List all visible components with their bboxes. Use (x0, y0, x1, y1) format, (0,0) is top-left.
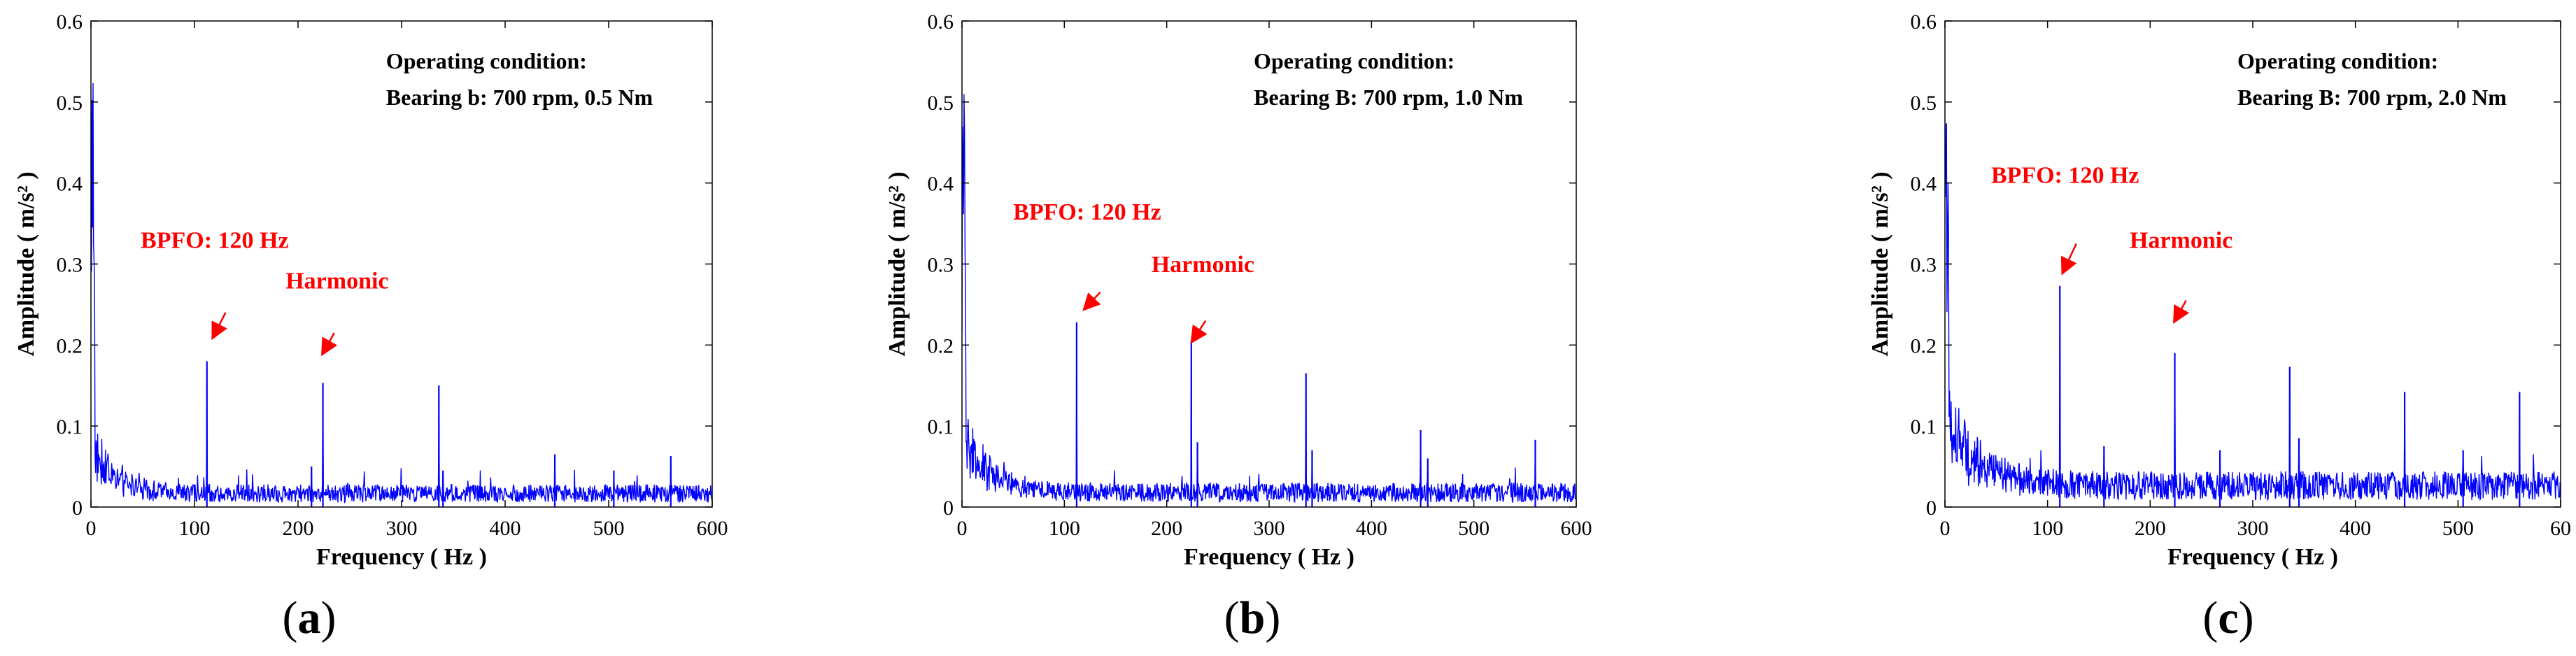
y-tick-label: 0.5 (928, 92, 954, 115)
y-tick-label: 0.2 (57, 334, 83, 357)
bpfo-arrow (1082, 292, 1101, 311)
x-tick-label: 100 (1049, 517, 1080, 540)
caption-close-paren: ) (1265, 592, 1280, 643)
y-tick-label: 0.6 (1911, 10, 1937, 34)
caption-open-paren: ( (1224, 592, 1240, 643)
y-tick-label: 0 (1926, 497, 1937, 520)
plot-area (962, 21, 1576, 507)
x-tick-label: 200 (283, 517, 314, 540)
y-tick-label: 0.3 (928, 254, 954, 277)
x-tick-label: 0 (1940, 517, 1951, 540)
plot-area (91, 21, 712, 507)
y-tick-label: 0.4 (1911, 173, 1937, 196)
caption-open-paren: ( (283, 592, 298, 643)
harmonic-label: Harmonic (285, 268, 388, 294)
chart-panel-b: 0 100 200 300 400 500 600 0 0.1 0.2 0.3 0.4 0.5 0.6 Fr… (884, 10, 1592, 643)
harmonic-arrow (1190, 320, 1208, 344)
x-tick-label: 500 (1458, 517, 1489, 540)
condition-title: Operating condition: (1254, 48, 1455, 73)
y-tick-label: 0 (943, 497, 954, 520)
caption-close-paren: ) (2239, 592, 2254, 643)
y-tick-label: 0.1 (928, 415, 954, 438)
y-tick-label: 0.5 (1911, 92, 1937, 115)
spectrum-line (1945, 123, 2561, 501)
x-tick-label: 60 (2550, 517, 2571, 540)
y-tick-label: 0.3 (57, 254, 83, 277)
caption-close-paren: ) (321, 592, 337, 643)
x-tick-label: 300 (1254, 517, 1285, 540)
y-tick-label: 0.5 (57, 92, 83, 115)
y-tick-label: 0.6 (57, 10, 83, 34)
y-tick-label: 0.2 (1911, 334, 1937, 357)
bpfo-arrow (211, 312, 227, 341)
y-tick-label: 0.4 (928, 173, 954, 196)
x-tick-label: 600 (697, 517, 728, 540)
x-tick-label: 0 (957, 517, 968, 540)
x-tick-label: 300 (2237, 517, 2269, 540)
bpfo-label: BPFO: 120 Hz (1013, 199, 1161, 225)
bpfo-arrow (2060, 243, 2077, 276)
x-tick-label: 400 (2340, 517, 2371, 540)
x-tick-label: 500 (593, 517, 625, 540)
bpfo-label: BPFO: 120 Hz (141, 227, 289, 253)
harmonic-arrow (2173, 300, 2190, 324)
x-tick-label: 500 (2442, 517, 2474, 540)
spectrum-line (962, 94, 1576, 504)
panel-caption: (c) (2202, 592, 2253, 643)
y-axis-label: Amplitude ( m/s² ) (13, 171, 39, 356)
chart-panel-a: 0 100 200 300 400 500 600 0 0.1 0.2 0.3 0.4 0.5 0.6 Fr… (13, 10, 728, 643)
x-tick-label: 100 (179, 517, 211, 540)
caption-open-paren: ( (2202, 592, 2218, 643)
x-axis-label: Frequency ( Hz ) (316, 544, 487, 570)
harmonic-arrow (321, 332, 338, 357)
panel-caption: (b) (1224, 592, 1281, 643)
x-tick-label: 600 (1561, 517, 1592, 540)
x-tick-label: 0 (86, 517, 97, 540)
harmonic-label: Harmonic (1152, 252, 1254, 278)
y-axis-label: Amplitude ( m/s² ) (884, 171, 910, 356)
caption-letter: b (1240, 592, 1266, 643)
x-tick-label: 400 (490, 517, 521, 540)
condition-text: Bearing b: 700 rpm, 0.5 Nm (386, 85, 653, 110)
y-tick-label: 0.6 (928, 10, 954, 34)
condition-title: Operating condition: (2237, 48, 2438, 73)
x-tick-label: 200 (2135, 517, 2166, 540)
plot-area (1945, 21, 2561, 507)
x-axis-label: Frequency ( Hz ) (2167, 544, 2338, 570)
x-tick-label: 400 (1356, 517, 1387, 540)
y-tick-label: 0.1 (1911, 415, 1937, 438)
panel-caption: (a) (283, 592, 337, 643)
caption-letter: a (298, 592, 321, 643)
x-tick-label: 300 (386, 517, 418, 540)
x-tick-label: 100 (2032, 517, 2063, 540)
x-axis-label: Frequency ( Hz ) (1184, 544, 1354, 570)
bpfo-label: BPFO: 120 Hz (1991, 163, 2139, 189)
harmonic-label: Harmonic (2130, 227, 2232, 253)
condition-text: Bearing B: 700 rpm, 1.0 Nm (1254, 85, 1523, 110)
y-tick-label: 0.4 (57, 173, 83, 196)
condition-title: Operating condition: (386, 48, 587, 73)
y-axis-label: Amplitude ( m/s² ) (1867, 171, 1893, 356)
y-tick-label: 0.2 (928, 334, 954, 357)
y-tick-label: 0 (72, 497, 83, 520)
condition-text: Bearing B: 700 rpm, 2.0 Nm (2237, 85, 2507, 110)
y-tick-label: 0.3 (1911, 254, 1937, 277)
y-tick-label: 0.1 (57, 415, 83, 438)
chart-panel-c: 0 100 200 300 400 500 6000.10.20.30.40.50.6Fre… (1867, 10, 2571, 643)
caption-letter: c (2218, 592, 2238, 643)
x-tick-label: 200 (1151, 517, 1182, 540)
